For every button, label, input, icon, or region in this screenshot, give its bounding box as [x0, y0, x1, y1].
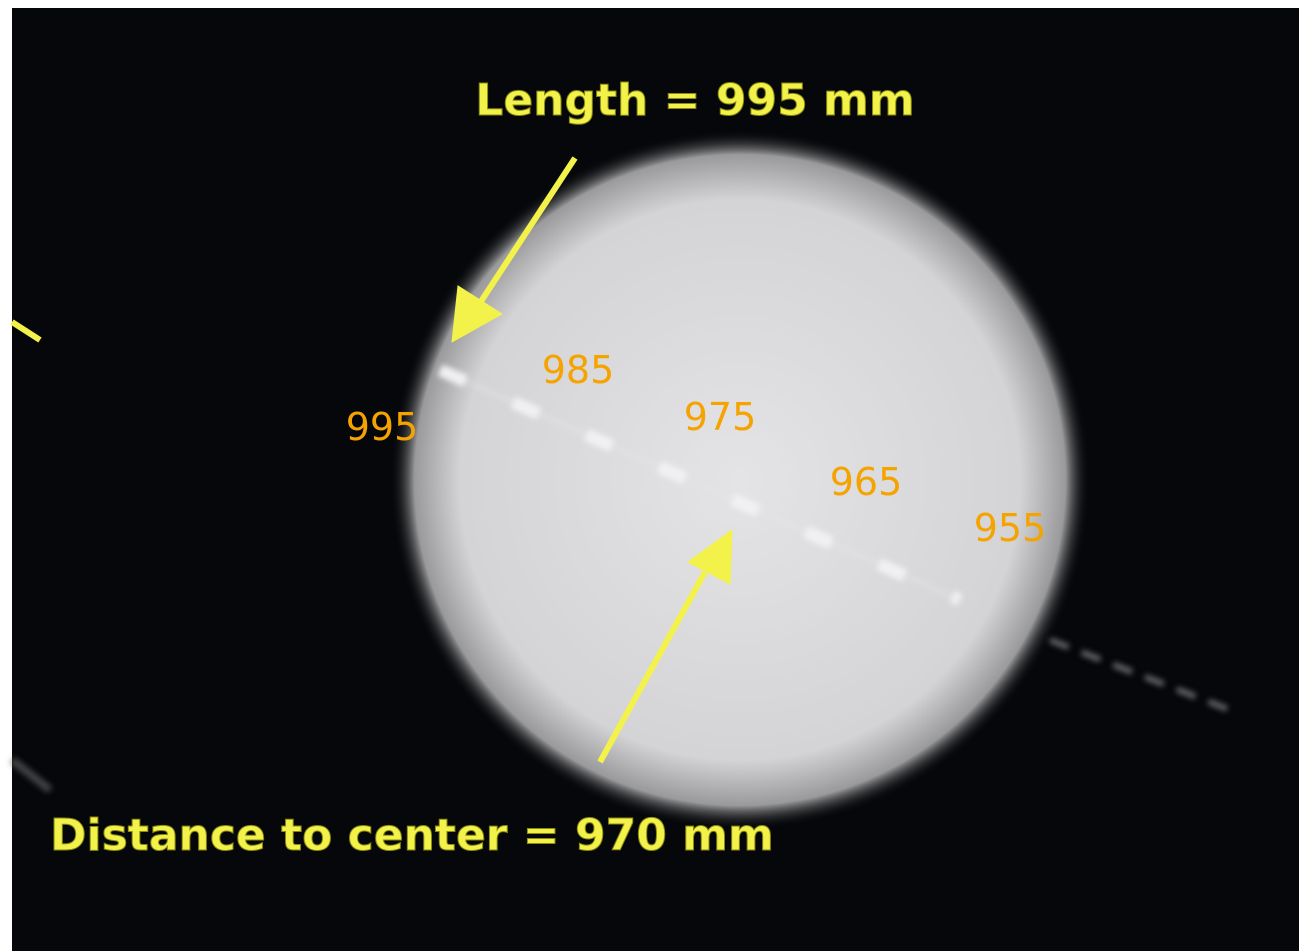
marker-label: 975 — [684, 395, 757, 439]
marker-label: 985 — [542, 348, 615, 392]
length-label: Length = 995 mm — [475, 75, 914, 126]
marker-label: 955 — [974, 506, 1047, 550]
marker-label: 965 — [830, 460, 903, 504]
marker-label: 995 — [346, 405, 419, 449]
distance-label: Distance to center = 970 mm — [50, 810, 774, 861]
image: Length = 995 mm Distance to center = 970… — [0, 0, 1299, 951]
fluoro-disc — [390, 130, 1090, 830]
page: Length = 995 mm Distance to center = 970… — [0, 0, 1299, 951]
